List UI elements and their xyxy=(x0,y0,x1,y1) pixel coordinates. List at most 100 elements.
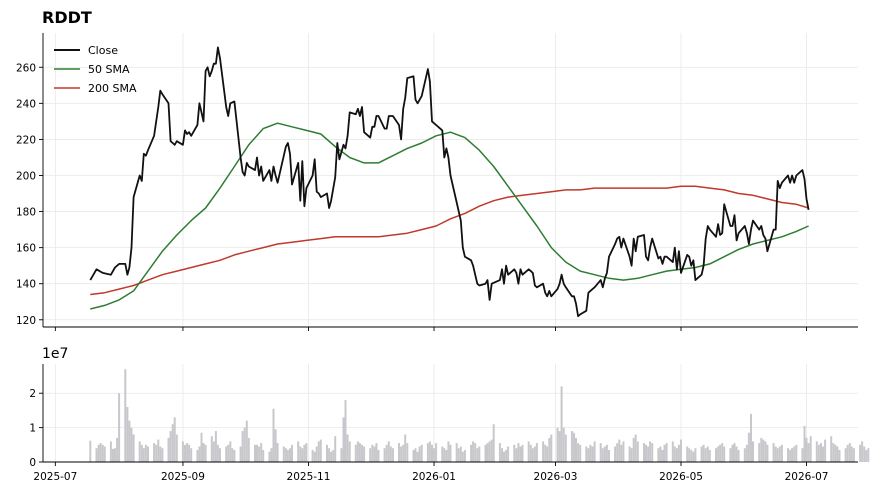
volume-bar xyxy=(272,408,275,462)
volume-bar xyxy=(138,441,141,462)
volume-bar xyxy=(449,444,452,462)
volume-bar xyxy=(780,444,783,462)
volume-bar xyxy=(647,446,650,462)
volume-bar xyxy=(344,400,347,462)
volume-bar xyxy=(723,446,726,462)
volume-bar xyxy=(286,450,289,462)
volume-bar xyxy=(219,448,221,462)
volume-bar xyxy=(587,448,590,462)
volume-bar xyxy=(747,432,750,462)
volume-bar xyxy=(470,444,473,462)
volume-bar xyxy=(291,444,293,462)
volume-bar xyxy=(89,440,92,462)
legend-entry: 200 SMA xyxy=(88,82,137,95)
volume-bar xyxy=(276,443,279,462)
volume-bar xyxy=(301,448,304,462)
volume-bar xyxy=(675,448,678,462)
volume-bar xyxy=(361,444,363,462)
series-line-50-sma xyxy=(90,122,809,310)
volume-bar xyxy=(805,437,808,462)
volume-bar xyxy=(175,434,178,462)
volume-bar xyxy=(750,413,752,462)
volume-bar xyxy=(628,446,631,462)
series-line-close xyxy=(89,46,810,318)
volume-bar xyxy=(112,448,114,462)
volume-bar xyxy=(519,446,522,462)
volume-bar xyxy=(461,451,464,462)
volume-bar xyxy=(605,444,608,462)
volume-bar xyxy=(181,441,184,462)
volume-bar xyxy=(260,443,263,462)
volume-bar xyxy=(142,448,145,462)
volume-bar xyxy=(474,443,477,462)
volume-bar xyxy=(109,441,112,462)
volume-bar xyxy=(426,443,429,462)
volume-bar xyxy=(706,446,709,462)
volume-bar xyxy=(764,441,767,462)
volume-bar xyxy=(356,441,359,462)
series-line-200-sma xyxy=(90,185,809,296)
volume-bar xyxy=(204,444,207,462)
volume-bar xyxy=(241,431,244,462)
volume-bar xyxy=(431,444,433,462)
volume-bar xyxy=(550,434,553,462)
volume-bar xyxy=(472,441,475,462)
volume-bar xyxy=(289,448,291,462)
volume-y-tick-label: 0 xyxy=(29,457,36,469)
volume-bar xyxy=(315,446,318,462)
volume-bar xyxy=(793,446,796,462)
volume-bar xyxy=(815,441,818,462)
volume-bar xyxy=(130,427,133,462)
volume-bar xyxy=(859,444,862,462)
volume-bar xyxy=(498,443,501,462)
volume-bar xyxy=(282,446,285,462)
volume-bar xyxy=(603,446,606,462)
volume-bar xyxy=(657,448,660,462)
volume-bar xyxy=(760,437,763,462)
volume-bar xyxy=(680,439,682,462)
x-tick-label: 2025-11 xyxy=(287,471,331,483)
x-tick-label: 2026-01 xyxy=(412,471,456,483)
volume-bar xyxy=(412,450,415,462)
volume-bar xyxy=(402,444,405,462)
volume-bar xyxy=(326,444,328,462)
x-tick-label: 2026-05 xyxy=(659,471,703,483)
volume-bar xyxy=(570,431,573,462)
volume-bar xyxy=(99,443,102,462)
volume-bar xyxy=(690,450,693,462)
volume-bar xyxy=(575,437,577,462)
volume-bar xyxy=(513,444,516,462)
volume-bar xyxy=(463,450,466,462)
volume-bar xyxy=(406,443,409,462)
volume-bar xyxy=(762,439,765,462)
volume-bar xyxy=(700,446,703,462)
volume-bar xyxy=(704,448,707,462)
volume-bar xyxy=(787,448,789,462)
volume-bar xyxy=(649,441,652,462)
volume-bar xyxy=(844,448,847,462)
volume-bar xyxy=(173,417,176,462)
volume-bar xyxy=(809,436,812,462)
volume-bar xyxy=(717,446,720,462)
volume-bar xyxy=(573,432,575,462)
volume-bar xyxy=(114,448,116,462)
volume-bar xyxy=(167,437,170,462)
volume-bar xyxy=(645,444,647,462)
volume-bar xyxy=(101,444,104,462)
volume-bar xyxy=(311,450,314,462)
volume-bar xyxy=(254,444,256,462)
volume-bar xyxy=(202,443,205,462)
volume-bar xyxy=(702,444,705,462)
volume-bar xyxy=(671,441,674,462)
volume-y-tick-label: 2 xyxy=(29,388,36,400)
volume-bar xyxy=(256,444,258,462)
volume-bar xyxy=(752,441,754,462)
volume-bar xyxy=(433,448,435,462)
volume-bar xyxy=(126,407,129,462)
volume-bar xyxy=(618,439,621,462)
volume-bar xyxy=(731,444,734,462)
x-tick-label: 2025-09 xyxy=(161,471,205,483)
volume-bar xyxy=(834,444,837,462)
volume-bar xyxy=(585,446,588,462)
legend-entry: Close xyxy=(88,44,118,57)
